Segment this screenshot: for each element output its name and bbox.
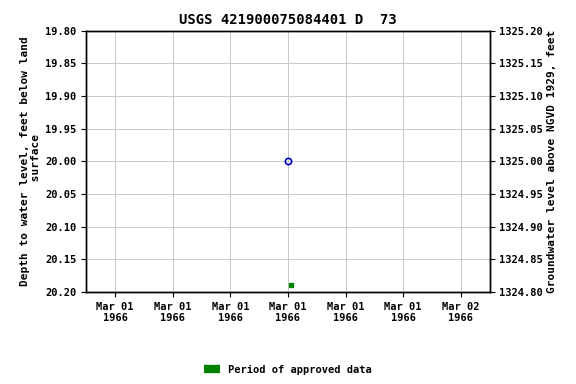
Y-axis label: Groundwater level above NGVD 1929, feet: Groundwater level above NGVD 1929, feet: [547, 30, 557, 293]
Y-axis label: Depth to water level, feet below land
 surface: Depth to water level, feet below land su…: [20, 36, 41, 286]
Legend: Period of approved data: Period of approved data: [200, 361, 376, 379]
Title: USGS 421900075084401 D  73: USGS 421900075084401 D 73: [179, 13, 397, 27]
